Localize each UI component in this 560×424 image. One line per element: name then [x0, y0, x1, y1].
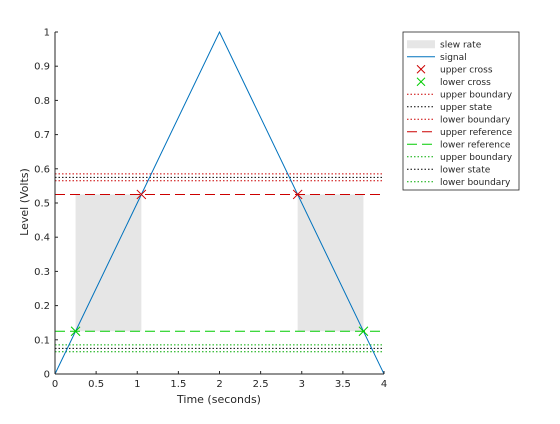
x-tick-label: 3.5 — [335, 379, 351, 390]
x-tick-label: 1.5 — [170, 379, 186, 390]
y-tick-label: 0.8 — [34, 96, 50, 107]
x-tick-label: 0.5 — [88, 379, 104, 390]
slew-regions — [76, 194, 364, 331]
y-tick-label: 0.1 — [34, 335, 50, 346]
y-tick-label: 0.5 — [34, 199, 50, 210]
y-axis-label: Level (Volts) — [18, 168, 31, 236]
y-tick-label: 1 — [44, 28, 50, 39]
legend-label: upper cross — [440, 65, 493, 75]
legend-label: lower cross — [440, 78, 491, 88]
y-tick-label: 0.3 — [34, 267, 50, 278]
y-tick-label: 0.4 — [34, 233, 50, 244]
x-tick-label: 4 — [381, 379, 387, 390]
legend-label: upper boundary — [440, 90, 513, 100]
legend-label: slew rate — [440, 40, 482, 50]
y-tick-label: 0 — [44, 370, 50, 381]
legend-label: lower state — [440, 165, 491, 175]
legend-label: upper reference — [440, 128, 513, 138]
y-tick-label: 0.6 — [34, 164, 50, 175]
legend-label: upper boundary — [440, 153, 513, 163]
legend-swatch — [407, 40, 435, 48]
legend-label: lower reference — [440, 140, 511, 150]
legend-label: lower boundary — [440, 178, 511, 188]
y-tick-label: 0.9 — [34, 62, 50, 73]
legend-label: signal — [440, 53, 467, 63]
legend-label: lower boundary — [440, 115, 511, 125]
x-tick-label: 0 — [52, 379, 58, 390]
y-tick-label: 0.7 — [34, 130, 50, 141]
x-tick-label: 3 — [299, 379, 305, 390]
x-tick-label: 1 — [134, 379, 140, 390]
x-axis-label: Time (seconds) — [176, 393, 261, 406]
legend: slew rate signal upper cross lower cross upp… — [403, 32, 519, 190]
legend-label: upper state — [440, 103, 492, 113]
x-tick-label: 2.5 — [253, 379, 269, 390]
y-tick-label: 0.2 — [34, 301, 50, 312]
x-tick-label: 2 — [216, 379, 222, 390]
